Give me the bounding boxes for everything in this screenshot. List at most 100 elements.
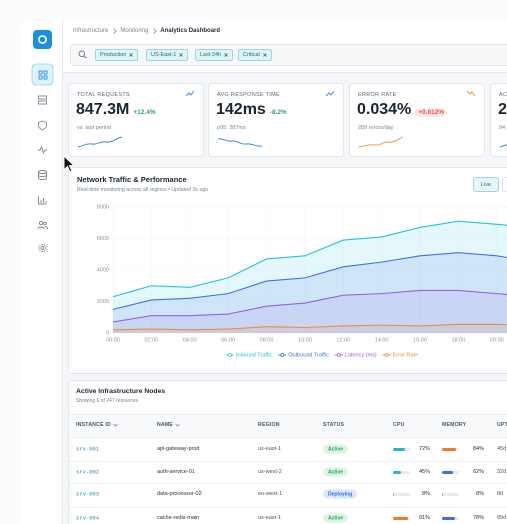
row-divider [69,482,507,484]
nav-icon-settings[interactable] [38,243,47,253]
column-label: CPU [393,422,405,428]
trend-path [185,90,195,97]
kpi-title: TOTAL REQUESTS [77,92,130,98]
sparkline [358,136,404,148]
search-icon [78,50,87,59]
instance-id[interactable]: srv-004 [76,514,100,522]
usage-label: 45% [418,469,430,475]
instance-id[interactable]: srv-003 [76,490,100,498]
sparkline [77,136,123,148]
node-name: auth-service-01 [157,469,195,475]
usage-bar [393,470,401,474]
legend-item[interactable]: Error Rate [382,352,418,358]
plot-area [112,220,507,333]
uptime: 89d [497,515,507,521]
chip-remove[interactable] [263,53,267,57]
x-tick-label: 18:00 [452,337,466,343]
y-tick-label: 0 [106,330,109,336]
nav-active[interactable] [31,63,54,86]
table-title: Active Infrastructure Nodes [76,388,166,395]
usage-label: 62% [472,469,484,475]
breadcrumb-item[interactable]: Monitoring [120,28,149,34]
legend-dot [336,353,341,357]
nav-icon-users[interactable] [37,220,48,230]
node-name: data-processor-02 [157,491,202,497]
usage-bar [393,447,406,451]
usage-bar [442,492,444,496]
sort-chevron [175,423,180,427]
chip-label: Production [100,52,127,58]
chart-title: Network Traffic & Performance [77,175,187,184]
usage-track [442,492,459,496]
row-divider [69,460,507,462]
region: us-west-2 [258,469,282,475]
column-label: REGION [258,422,280,428]
chip-remove[interactable] [224,53,228,57]
sort-chevron [113,423,118,427]
filter-chip[interactable]: US-East-1 [146,49,189,61]
nav-icon-shield[interactable] [38,120,47,131]
column-header[interactable]: INSTANCE ID [76,422,118,428]
kpi-title: AC [499,92,507,98]
status-badge: Active [323,513,349,523]
kpi-card: AVG RESPONSE TIME 142ms -8.2% p95: 287ms [208,83,344,157]
kpi-value: 2 [498,101,507,118]
filter-chip[interactable]: Production [95,49,139,61]
status-badge: Deploying [323,489,358,499]
column-header: REGION [258,422,280,428]
filter-chip[interactable]: Critical [238,49,272,61]
sparkline [499,144,507,148]
node-name: api-gateway-prod [157,446,200,452]
close-icon [129,53,134,57]
trend-icon [325,90,335,97]
column-label: UPT [497,422,507,428]
series-line [112,220,507,298]
nav-icon-activity[interactable] [38,145,47,155]
y-tick-label: 6000 [97,236,109,242]
breadcrumb-item[interactable]: Infrastructure [73,28,109,34]
kpi-delta: +12.4% [133,109,156,116]
x-tick-label: 08:00 [260,337,274,343]
column-header: CPU [393,422,405,428]
nav-icon-servers[interactable] [38,95,47,105]
status-badge: Active [323,467,349,477]
sort-icon [175,423,180,427]
legend-item[interactable]: Outbound Traffic [278,352,329,358]
chart-button[interactable] [502,177,507,192]
close-icon [179,53,184,57]
series-area [113,252,507,333]
nav-icon-chart[interactable] [38,196,47,205]
uptime: 32d [497,469,507,475]
close-icon [224,53,228,57]
sparkline-path [77,136,123,148]
kpi-card: TOTAL REQUESTS 847.3M +12.4% vs. last perio… [68,83,204,157]
nav-icon-database[interactable] [38,170,47,180]
usage-label: 78% [472,515,484,521]
live-button[interactable]: Live [473,177,499,192]
logo[interactable] [33,30,52,49]
filter-chip[interactable]: Last 24h [195,49,234,61]
table-header [69,414,507,438]
kpi-title: ERROR RATE [358,92,397,98]
legend-item[interactable]: Inbound Traffic [225,352,273,358]
kpi-subtext: p95: 287ms [217,125,246,131]
legend: Inbound Traffic Outbound Traffic Latency (… [225,352,418,358]
chip-remove[interactable] [129,53,134,57]
instance-id[interactable]: srv-002 [76,468,100,476]
kpi-value: 847.3M [76,101,130,118]
uptime: 8d [497,491,504,497]
x-tick-label: 14:00 [375,337,389,343]
usage-bar [442,516,456,520]
kpi-value-row: 2 [498,101,507,119]
sparkline-path [499,144,507,148]
chip-remove[interactable] [179,53,184,57]
kpi-delta: +0.012% [415,108,448,117]
kpi-subtext: vs. last period [77,125,111,131]
legend-item[interactable]: Latency (ms) [334,352,377,358]
kpi-value: 142ms [216,101,266,118]
series-line [112,289,507,323]
legend-dot [280,353,285,357]
instance-id[interactable]: srv-001 [76,445,100,453]
column-header[interactable]: NAME [157,422,180,428]
